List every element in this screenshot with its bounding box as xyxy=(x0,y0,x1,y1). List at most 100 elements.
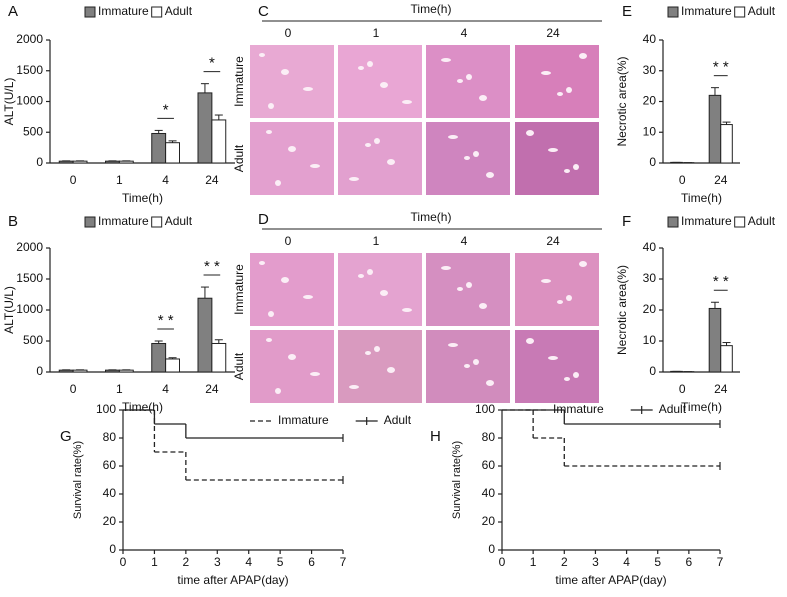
column-label: 1 xyxy=(373,26,380,40)
vessel xyxy=(564,169,570,173)
x-tick-label: 1 xyxy=(116,173,123,187)
vessel xyxy=(557,300,563,304)
x-tick-label: 0 xyxy=(120,555,127,569)
vessel xyxy=(387,367,395,373)
column-label: 24 xyxy=(546,234,560,248)
legend-swatch xyxy=(151,6,163,18)
legend-label: Immature xyxy=(681,214,732,228)
y-tick-label: 0 xyxy=(109,542,116,556)
vessel xyxy=(448,343,458,347)
legend-swatch xyxy=(151,216,163,228)
figure-title: Time(h) xyxy=(411,2,452,16)
y-tick-label: 40 xyxy=(643,32,657,46)
y-tick-label: 0 xyxy=(36,155,43,169)
vessel xyxy=(349,385,359,389)
panel-label: H xyxy=(430,428,441,445)
x-tick-label: 4 xyxy=(245,555,252,569)
micrograph xyxy=(338,253,422,326)
panel-label: A xyxy=(8,3,18,20)
vessel xyxy=(548,148,558,152)
y-axis-title: Necrotic area(%) xyxy=(615,56,629,146)
vessel xyxy=(441,266,451,270)
micrograph xyxy=(250,45,334,118)
y-tick-label: 1500 xyxy=(16,63,43,77)
vessel xyxy=(541,71,551,75)
x-axis-title: Time(h) xyxy=(681,400,722,414)
legend-label: Immature xyxy=(681,4,732,18)
bar xyxy=(58,369,74,373)
y-axis-title: ALT(U/L) xyxy=(2,286,16,334)
vessel xyxy=(387,159,395,165)
bar xyxy=(708,307,722,373)
y-tick-label: 1000 xyxy=(16,302,43,316)
vessel xyxy=(486,380,494,386)
x-tick-label: 4 xyxy=(623,555,630,569)
legend-swatch xyxy=(734,216,746,228)
vessel xyxy=(557,92,563,96)
vessel xyxy=(365,351,371,355)
y-tick-label: 80 xyxy=(482,430,496,444)
bar xyxy=(211,342,227,373)
x-axis-title: Time(h) xyxy=(681,191,722,205)
vessel xyxy=(564,377,570,381)
y-tick-label: 0 xyxy=(649,155,656,169)
vessel xyxy=(365,143,371,147)
y-tick-label: 60 xyxy=(482,458,496,472)
legend-label: Immature xyxy=(98,4,149,18)
vessel xyxy=(268,311,274,317)
micrograph xyxy=(250,330,334,403)
vessel xyxy=(541,279,551,283)
x-axis-title: Time(h) xyxy=(122,191,163,205)
bar xyxy=(72,160,88,164)
vessel xyxy=(573,372,579,378)
bar xyxy=(118,369,134,373)
bar xyxy=(720,345,733,373)
y-tick-label: 20 xyxy=(643,302,657,316)
bar xyxy=(72,369,88,373)
column-label: 24 xyxy=(546,26,560,40)
vessel xyxy=(259,261,265,265)
panel-label: B xyxy=(8,213,18,230)
vessel xyxy=(358,66,364,70)
y-tick-label: 20 xyxy=(643,94,657,108)
vessel xyxy=(526,130,534,136)
x-tick-label: 2 xyxy=(561,555,568,569)
micrograph xyxy=(338,45,422,118)
vessel xyxy=(566,87,572,93)
micrograph xyxy=(338,330,422,403)
legend-label: Adult xyxy=(384,413,412,427)
vessel xyxy=(402,100,412,104)
vessel xyxy=(479,95,487,101)
y-tick-label: 0 xyxy=(36,364,43,378)
legend-swatch xyxy=(84,6,96,18)
x-tick-label: 1 xyxy=(116,382,123,396)
vessel xyxy=(367,269,373,275)
bar xyxy=(105,160,120,164)
vessel xyxy=(349,177,359,181)
y-tick-label: 1500 xyxy=(16,271,43,285)
vessel xyxy=(526,338,534,344)
column-label: 4 xyxy=(461,26,468,40)
bar xyxy=(118,160,134,164)
x-tick-label: 4 xyxy=(162,382,169,396)
x-tick-label: 24 xyxy=(205,382,219,396)
vessel xyxy=(303,295,313,299)
vessel xyxy=(579,261,587,267)
micrograph xyxy=(426,45,510,118)
x-tick-label: 7 xyxy=(340,555,347,569)
x-axis-title: Time(h) xyxy=(122,400,163,414)
x-tick-label: 24 xyxy=(205,173,219,187)
bar xyxy=(197,92,213,164)
column-label: 1 xyxy=(373,234,380,248)
panel-label: D xyxy=(258,211,269,228)
micrograph xyxy=(250,122,334,195)
y-tick-label: 0 xyxy=(649,364,656,378)
x-tick-label: 6 xyxy=(686,555,693,569)
x-tick-label: 1 xyxy=(530,555,537,569)
y-tick-label: 2000 xyxy=(16,240,43,254)
y-tick-label: 1000 xyxy=(16,94,43,108)
vessel xyxy=(573,164,579,170)
legend-swatch xyxy=(84,216,96,228)
legend-swatch xyxy=(667,216,679,228)
